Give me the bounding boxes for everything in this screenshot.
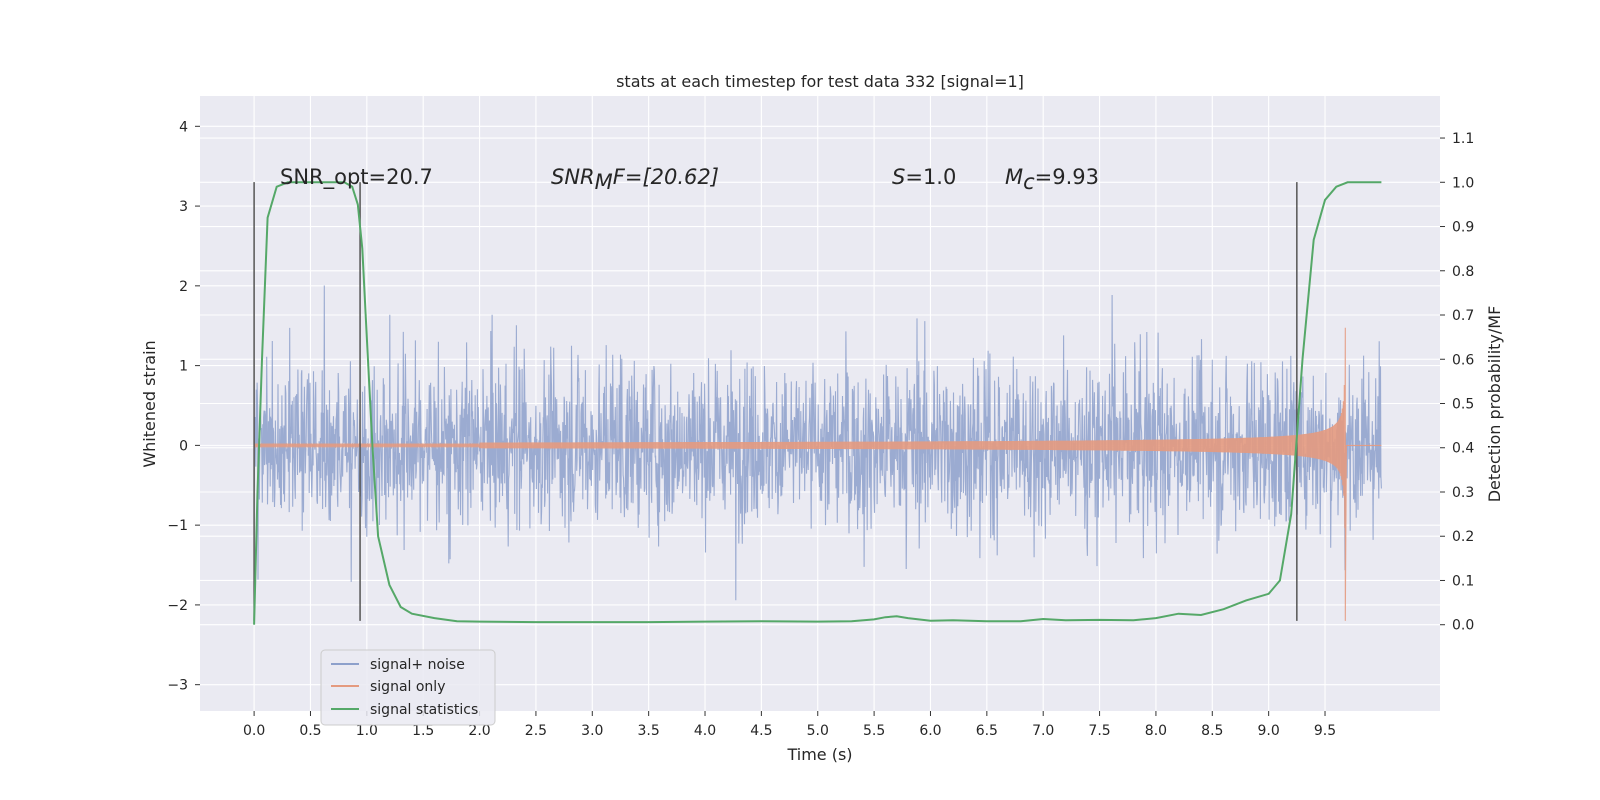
- x-tick-label: 7.0: [1032, 723, 1054, 739]
- series-signal-only: [253, 327, 1382, 621]
- x-tick-label: 4.0: [694, 723, 716, 739]
- x-tick-label: 3.0: [581, 723, 603, 739]
- x-tick-label: 5.5: [863, 723, 885, 739]
- annotation-s-main: S: [892, 165, 905, 189]
- annotation-mc-rest: =9.93: [1035, 165, 1099, 189]
- y-tick-label: 1: [179, 359, 188, 375]
- stats-line: [253, 181, 1382, 625]
- y-tick-label: 2: [179, 279, 188, 295]
- x-tick-label: 7.5: [1088, 723, 1110, 739]
- y2-tick-label: 0.7: [1452, 308, 1474, 324]
- y-tick-label: 3: [179, 199, 188, 215]
- x-axis-label: Time (s): [786, 745, 852, 764]
- x-tick-label: 4.5: [750, 723, 772, 739]
- y2-tick-label: 0.8: [1452, 264, 1474, 280]
- series-signal-plus-noise: [253, 285, 1382, 601]
- signal-line: [253, 327, 1382, 621]
- y2-tick-label: 0.3: [1452, 485, 1474, 501]
- y2-tick-label: 0.5: [1452, 397, 1474, 413]
- legend-label-signal: signal only: [370, 679, 445, 695]
- y-axis-label: Whitened strain: [140, 340, 159, 467]
- y2-axis-label: Detection probability/MF: [1485, 306, 1504, 503]
- y2-tick-label: 0.9: [1452, 220, 1474, 236]
- x-tick-label: 0.5: [299, 723, 321, 739]
- y-tick-label: −1: [167, 518, 188, 534]
- y-tick-label: −3: [167, 678, 188, 694]
- legend-label-noise: signal+ noise: [370, 657, 465, 673]
- x-tick-label: 9.0: [1258, 723, 1280, 739]
- annotation-mc-main: M: [1005, 165, 1023, 189]
- y2-tick-label: 1.1: [1452, 131, 1474, 147]
- annotation-mc-sub: c: [1023, 170, 1035, 194]
- y2-tick-label: 0.2: [1452, 529, 1474, 545]
- x-tick-label: 2.0: [468, 723, 490, 739]
- x-tick-label: 1.5: [412, 723, 434, 739]
- x-tick-label: 6.5: [976, 723, 998, 739]
- vertical-markers: [253, 182, 1298, 621]
- x-tick-label: 9.5: [1314, 723, 1336, 739]
- chart-title: stats at each timestep for test data 332…: [616, 72, 1024, 91]
- annotation-mc: Mc=9.93: [1005, 165, 1099, 194]
- y-tick-label: 4: [179, 119, 188, 135]
- y-ticks: 4 3 2 1 0 −1 −2 −3: [167, 119, 200, 694]
- y2-tick-label: 0.6: [1452, 352, 1474, 368]
- annotation-s: S=1.0: [892, 165, 956, 189]
- y2-ticks: 1.1 1.0 0.9 0.8 0.7 0.6 0.5 0.4 0.3 0.2 0.1 0.0: [1440, 131, 1474, 634]
- x-tick-label: 3.5: [638, 723, 660, 739]
- y2-tick-label: 0.4: [1452, 441, 1474, 457]
- legend: signal+ noise signal only signal statist…: [320, 649, 496, 726]
- annotation-snr-mf-rest: F=[20.62]: [613, 165, 719, 189]
- x-tick-label: 6.0: [919, 723, 941, 739]
- x-tick-label: 8.5: [1201, 723, 1223, 739]
- y2-tick-label: 1.0: [1452, 175, 1474, 191]
- annotation-s-rest: =1.0: [905, 165, 956, 189]
- x-tick-label: 5.0: [807, 723, 829, 739]
- x-ticks: 0.0 0.5 1.0 1.5 2.0 2.5 3.0 3.5 4.0 4.5 5.0 5.5 6.0 6…: [243, 711, 1336, 739]
- y2-tick-label: 0.0: [1452, 618, 1474, 634]
- series-signal-statistics: [253, 181, 1382, 625]
- legend-label-stats: signal statistics: [370, 702, 478, 718]
- noise-line: [253, 285, 1382, 601]
- y-tick-label: −2: [167, 598, 188, 614]
- x-tick-label: 8.0: [1145, 723, 1167, 739]
- legend-box: [320, 649, 496, 726]
- x-tick-label: 1.0: [356, 723, 378, 739]
- y2-tick-label: 0.1: [1452, 573, 1474, 589]
- annotation-snr-mf-sub: M: [595, 170, 613, 194]
- annotation-snr-mf-main: SNR: [551, 165, 595, 189]
- annotation-snr-opt: SNR_opt=20.7: [280, 165, 433, 190]
- annotation-snr-mf: SNRMF=[20.62]: [551, 165, 719, 194]
- x-tick-label: 2.5: [525, 723, 547, 739]
- y-tick-label: 0: [179, 438, 188, 454]
- x-tick-label: 0.0: [243, 723, 265, 739]
